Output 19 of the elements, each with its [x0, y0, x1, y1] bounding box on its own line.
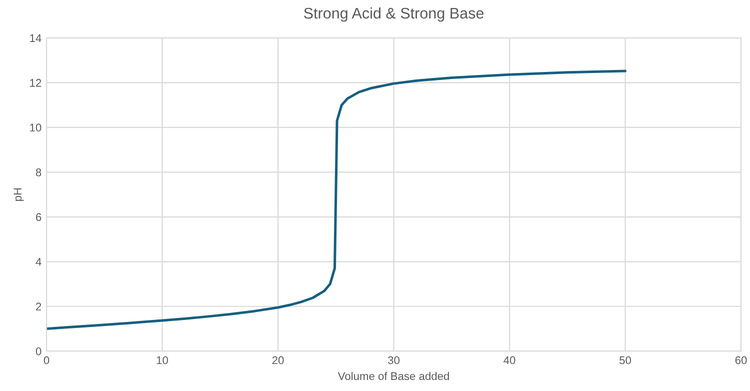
x-tick-label: 60 — [735, 356, 747, 364]
x-tick-label: 40 — [504, 356, 516, 364]
x-tick-label: 20 — [272, 356, 284, 364]
x-tick-label: 10 — [156, 356, 168, 364]
y-axis-title: pH — [14, 188, 24, 201]
y-tick-label: 2 — [36, 302, 42, 310]
y-tick-label: 14 — [30, 34, 42, 42]
y-tick-label: 12 — [30, 78, 42, 87]
y-tick-label: 6 — [36, 213, 42, 222]
line-series — [46, 70, 626, 330]
y-tick-label: 10 — [30, 124, 42, 132]
x-tick-label: 50 — [620, 356, 631, 364]
x-tick-label: 30 — [388, 356, 400, 364]
y-tick-label: 8 — [36, 168, 42, 176]
x-axis-title: Volume of Base added — [338, 372, 449, 380]
y-tick-label: 0 — [36, 347, 42, 356]
y-tick-label: 4 — [36, 258, 42, 266]
chart-title: Strong Acid & Strong Base — [304, 7, 484, 22]
x-tick-label: 0 — [44, 356, 50, 364]
